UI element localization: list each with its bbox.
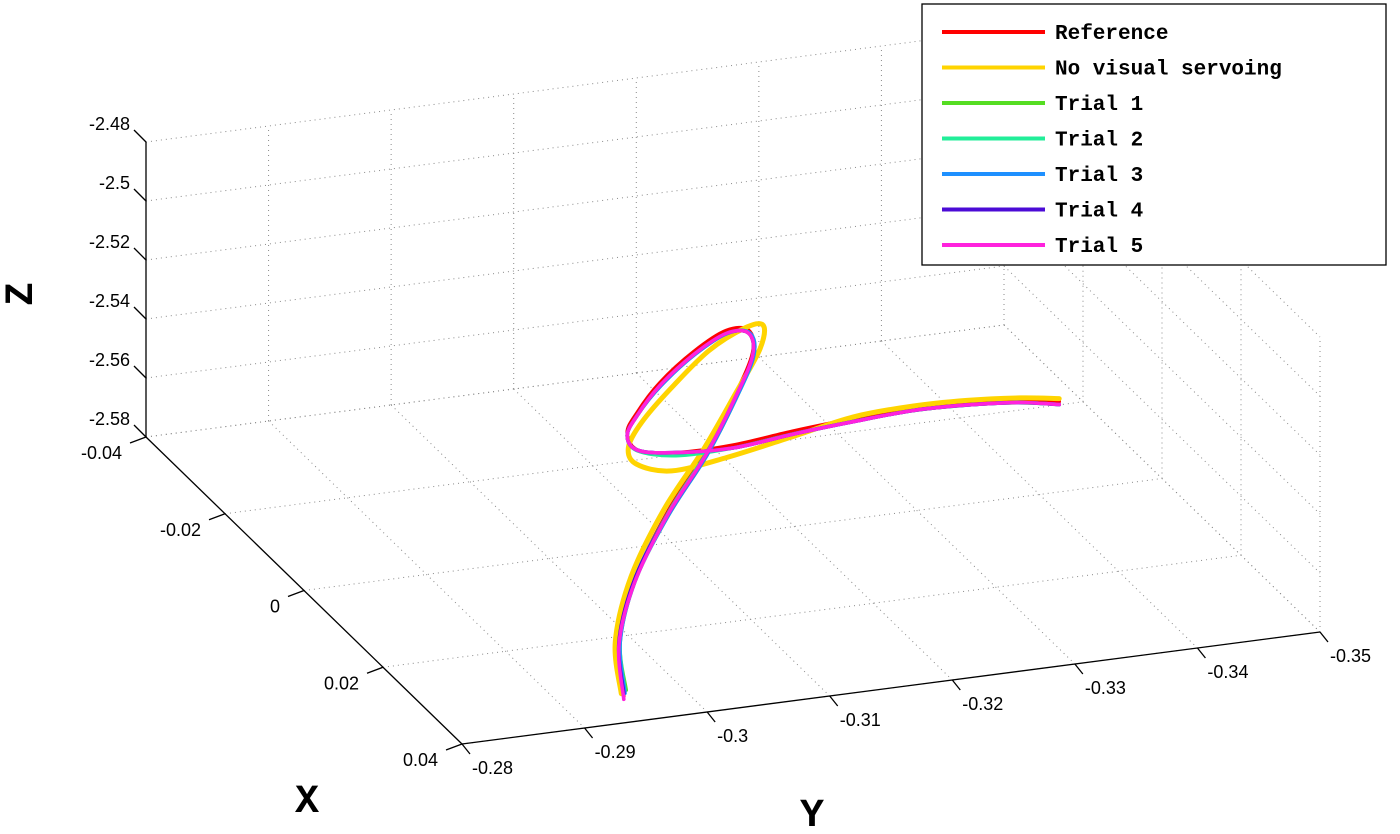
y-tick-label: -0.31: [840, 710, 881, 730]
z-tick-mark: [133, 424, 147, 438]
y-tick-mark: [951, 679, 961, 691]
x-tick-mark: [287, 589, 305, 598]
legend-label-reference: Reference: [1055, 23, 1168, 46]
z-tick-mark: [133, 247, 147, 261]
x-tick-label: -0.04: [81, 443, 122, 463]
x-tick-label: 0: [270, 597, 280, 617]
z-tick-label: -2.58: [89, 409, 130, 429]
grid-line-sidewall-z: [1003, 206, 1321, 515]
series-layer: [612, 321, 1062, 702]
y-tick-label: -0.34: [1207, 662, 1248, 682]
x-tick-label: -0.02: [160, 520, 201, 540]
y-tick-label: -0.28: [472, 758, 513, 778]
z-tick-mark: [133, 129, 147, 143]
y-tick-mark: [461, 743, 471, 755]
grid-line-sidewall-z: [1003, 265, 1321, 574]
y-tick-label: -0.29: [595, 742, 636, 762]
legend-label-trial-3: Trial 3: [1055, 165, 1143, 188]
legend-label-trial-5: Trial 5: [1055, 236, 1143, 259]
legend: Reference No visual servoing Trial 1 Trial …: [921, 3, 1387, 266]
grid-line-floor-y: [268, 420, 585, 729]
grid-line-floor-y: [635, 372, 953, 681]
z-tick-label: -2.5: [99, 173, 130, 193]
y-tick-label: -0.35: [1330, 646, 1371, 666]
legend-label-trial-1: Trial 1: [1055, 94, 1143, 117]
y-tick-mark: [829, 695, 839, 707]
y-tick-mark: [584, 727, 594, 739]
y-tick-label: -0.32: [962, 694, 1003, 714]
legend-entries: Reference No visual servoing Trial 1 Trial …: [942, 23, 1282, 259]
z-axis-label: Z: [0, 282, 45, 306]
grid-line-floor-y: [758, 356, 1076, 665]
series-line-no-visual-servoing: [612, 321, 1062, 697]
grid-line-floor-y: [513, 388, 831, 697]
y-axis-label: Y: [800, 794, 824, 834]
x-tick-mark: [366, 666, 384, 674]
x-tick-mark: [129, 436, 147, 444]
y-tick-mark: [1319, 631, 1329, 643]
z-tick-label: -2.54: [89, 291, 130, 311]
z-tick-label: -2.48: [89, 114, 130, 134]
z-tick-label: -2.56: [89, 350, 130, 370]
x-axis-label: X: [295, 780, 319, 825]
axis-layer: [129, 129, 1329, 755]
z-tick-label: -2.52: [89, 232, 130, 252]
z-tick-mark: [133, 365, 147, 379]
y-tick-label: -0.3: [717, 726, 748, 746]
legend-label-trial-2: Trial 2: [1055, 130, 1143, 153]
legend-label-no-visual-servoing: No visual servoing: [1055, 59, 1282, 82]
grid-line-floor-y: [1003, 324, 1321, 633]
grid-line-floor-y: [881, 340, 1198, 649]
x-tick-mark: [208, 513, 226, 521]
y-tick-label: -0.33: [1085, 678, 1126, 698]
tick-label-layer: -2.48 -2.5 -2.52 -2.54 -2.56 -2.58 0.04 0.02 0 -0…: [81, 114, 1371, 778]
z-tick-mark: [133, 188, 147, 202]
y-tick-mark: [1074, 663, 1084, 675]
x-tick-mark: [445, 743, 463, 751]
y-tick-mark: [706, 711, 716, 723]
y-tick-mark: [1196, 647, 1206, 659]
legend-box: [921, 3, 1387, 266]
x-tick-label: 0.02: [324, 673, 359, 693]
grid-line-floor-y: [390, 404, 708, 713]
series-line-trial-5: [616, 328, 1061, 702]
legend-label-trial-4: Trial 4: [1055, 201, 1143, 224]
x-tick-label: 0.04: [403, 750, 438, 770]
z-tick-mark: [133, 306, 147, 320]
grid-line-sidewall-z: [1003, 147, 1321, 456]
y-axis-line: [461, 631, 1321, 745]
